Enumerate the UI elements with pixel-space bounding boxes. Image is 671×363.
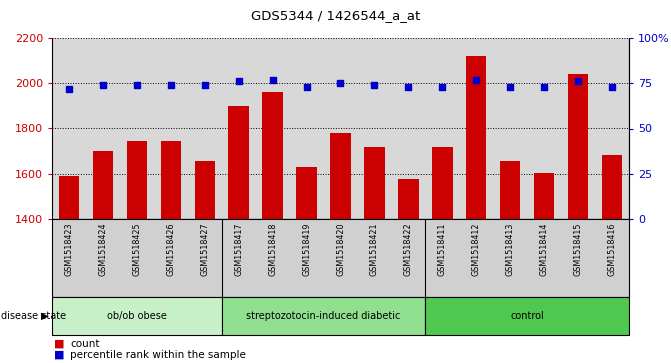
Point	[234, 78, 244, 84]
Point	[64, 86, 74, 91]
Bar	[500, 161, 521, 219]
Text: GSM1518413: GSM1518413	[506, 223, 515, 276]
Text: control: control	[511, 311, 544, 321]
Text: GSM1518425: GSM1518425	[132, 223, 142, 276]
Point	[437, 84, 448, 90]
Text: GSM1518427: GSM1518427	[200, 223, 209, 276]
Text: GSM1518417: GSM1518417	[234, 223, 243, 276]
Point	[132, 82, 142, 88]
Point	[199, 82, 210, 88]
Text: ▶: ▶	[41, 311, 48, 321]
Text: GSM1518422: GSM1518422	[404, 223, 413, 276]
Text: GSM1518419: GSM1518419	[302, 223, 311, 276]
Text: ■: ■	[54, 339, 64, 348]
Bar	[330, 133, 351, 219]
Text: ■: ■	[54, 350, 64, 360]
Text: GSM1518414: GSM1518414	[539, 223, 549, 276]
Bar	[93, 151, 113, 219]
Point	[301, 84, 312, 90]
Text: GSM1518412: GSM1518412	[472, 223, 480, 276]
Point	[607, 84, 617, 90]
Text: count: count	[70, 339, 100, 348]
Point	[539, 84, 550, 90]
Point	[471, 77, 482, 82]
Text: percentile rank within the sample: percentile rank within the sample	[70, 350, 246, 360]
Bar	[229, 106, 249, 219]
Text: GSM1518420: GSM1518420	[336, 223, 345, 276]
Bar	[398, 179, 419, 219]
Text: GSM1518418: GSM1518418	[268, 223, 277, 276]
Point	[166, 82, 176, 88]
Bar	[466, 56, 486, 219]
Point	[267, 77, 278, 82]
Bar	[602, 155, 622, 219]
Point	[573, 78, 584, 84]
Text: GSM1518423: GSM1518423	[64, 223, 73, 276]
Bar	[297, 167, 317, 219]
Point	[403, 84, 414, 90]
Text: GSM1518421: GSM1518421	[370, 223, 379, 276]
Text: GSM1518416: GSM1518416	[607, 223, 617, 276]
Point	[97, 82, 108, 88]
Bar	[127, 141, 147, 219]
Bar	[262, 92, 282, 219]
Text: disease state: disease state	[1, 311, 66, 321]
Text: GSM1518411: GSM1518411	[437, 223, 447, 276]
Bar	[160, 141, 181, 219]
Bar	[568, 74, 588, 219]
Point	[335, 80, 346, 86]
Text: GDS5344 / 1426544_a_at: GDS5344 / 1426544_a_at	[251, 9, 420, 22]
Bar	[534, 173, 554, 219]
Text: GSM1518415: GSM1518415	[574, 223, 582, 276]
Bar	[432, 147, 452, 219]
Point	[369, 82, 380, 88]
Text: GSM1518426: GSM1518426	[166, 223, 175, 276]
Bar	[364, 147, 384, 219]
Point	[505, 84, 515, 90]
Text: ob/ob obese: ob/ob obese	[107, 311, 167, 321]
Text: GSM1518424: GSM1518424	[99, 223, 107, 276]
Text: streptozotocin-induced diabetic: streptozotocin-induced diabetic	[246, 311, 401, 321]
Bar	[195, 161, 215, 219]
Bar	[59, 176, 79, 219]
